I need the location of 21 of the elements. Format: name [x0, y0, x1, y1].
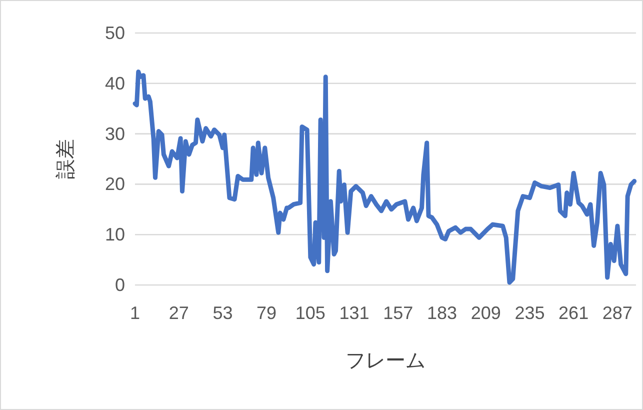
- x-axis-title: フレーム: [346, 350, 426, 372]
- line-series: [132, 70, 637, 285]
- x-tick-label: 261: [558, 303, 589, 323]
- x-tick-label: 53: [212, 303, 233, 323]
- x-tick-label: 235: [514, 303, 545, 323]
- x-tick-label: 131: [339, 303, 370, 323]
- y-tick-label: 0: [114, 275, 125, 295]
- y-axis-title: 誤差: [55, 139, 77, 179]
- x-tick-label: 105: [295, 303, 326, 323]
- x-tick-label: 209: [470, 303, 501, 323]
- y-tick-label: 50: [104, 23, 125, 43]
- x-tick-label: 287: [602, 303, 632, 323]
- y-tick-label: 40: [104, 73, 125, 94]
- x-tick-label: 79: [256, 303, 277, 323]
- y-tick-label: 20: [104, 174, 125, 194]
- x-tick-label: 27: [168, 303, 189, 323]
- x-tick-label: 183: [426, 303, 458, 323]
- x-tick-label: 157: [383, 303, 414, 323]
- x-tick-label: 1: [130, 303, 140, 323]
- y-tick-label: 10: [104, 224, 125, 245]
- y-tick-label: 30: [104, 124, 125, 144]
